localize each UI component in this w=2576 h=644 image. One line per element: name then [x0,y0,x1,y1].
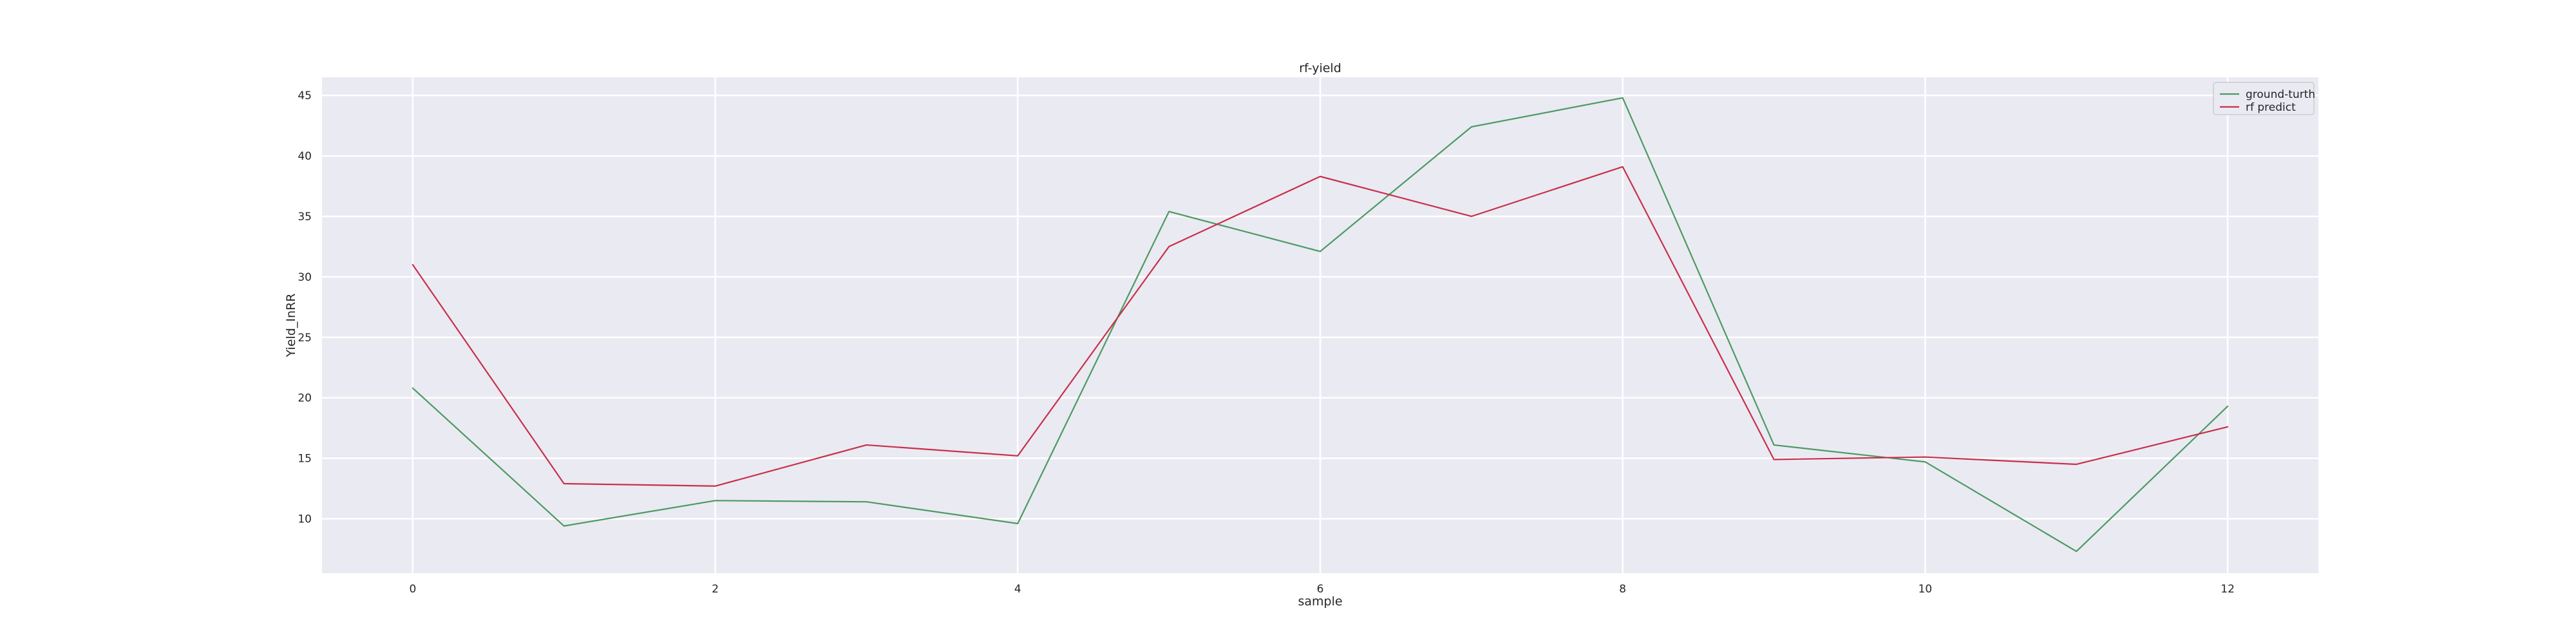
x-tick-label: 2 [712,583,719,596]
y-tick-label: 40 [298,150,312,163]
series-line-ground-turth [412,97,2229,553]
x-tick-labels: 0 2 4 6 8 10 12 [409,583,2234,596]
chart-title: rf-yield [1299,61,1341,75]
x-tick-label: 4 [1014,583,1021,596]
y-tick-label: 30 [298,271,312,284]
y-tick-label: 45 [298,90,312,102]
series-layer [412,97,2229,553]
x-tick-label: 8 [1619,583,1626,596]
x-axis-label: sample [1298,594,1342,609]
x-tick-label: 10 [1918,583,1933,596]
y-tick-labels: 10 15 20 25 30 35 40 45 [298,90,312,526]
y-axis-label: Yield_InRR [284,294,298,358]
x-tick-label: 12 [2221,583,2235,596]
x-grid [412,77,2229,573]
y-grid [322,94,2318,520]
y-tick-label: 10 [298,513,312,526]
y-tick-label: 20 [298,392,312,405]
legend-entry: rf predict [2246,101,2296,114]
x-tick-label: 6 [1317,583,1324,596]
series-line-rf-predict [412,166,2229,487]
y-tick-label: 25 [298,332,312,345]
y-tick-label: 15 [298,453,312,466]
x-tick-label: 0 [409,583,416,596]
y-tick-label: 35 [298,211,312,223]
legend-entry: ground-turth [2246,88,2315,101]
